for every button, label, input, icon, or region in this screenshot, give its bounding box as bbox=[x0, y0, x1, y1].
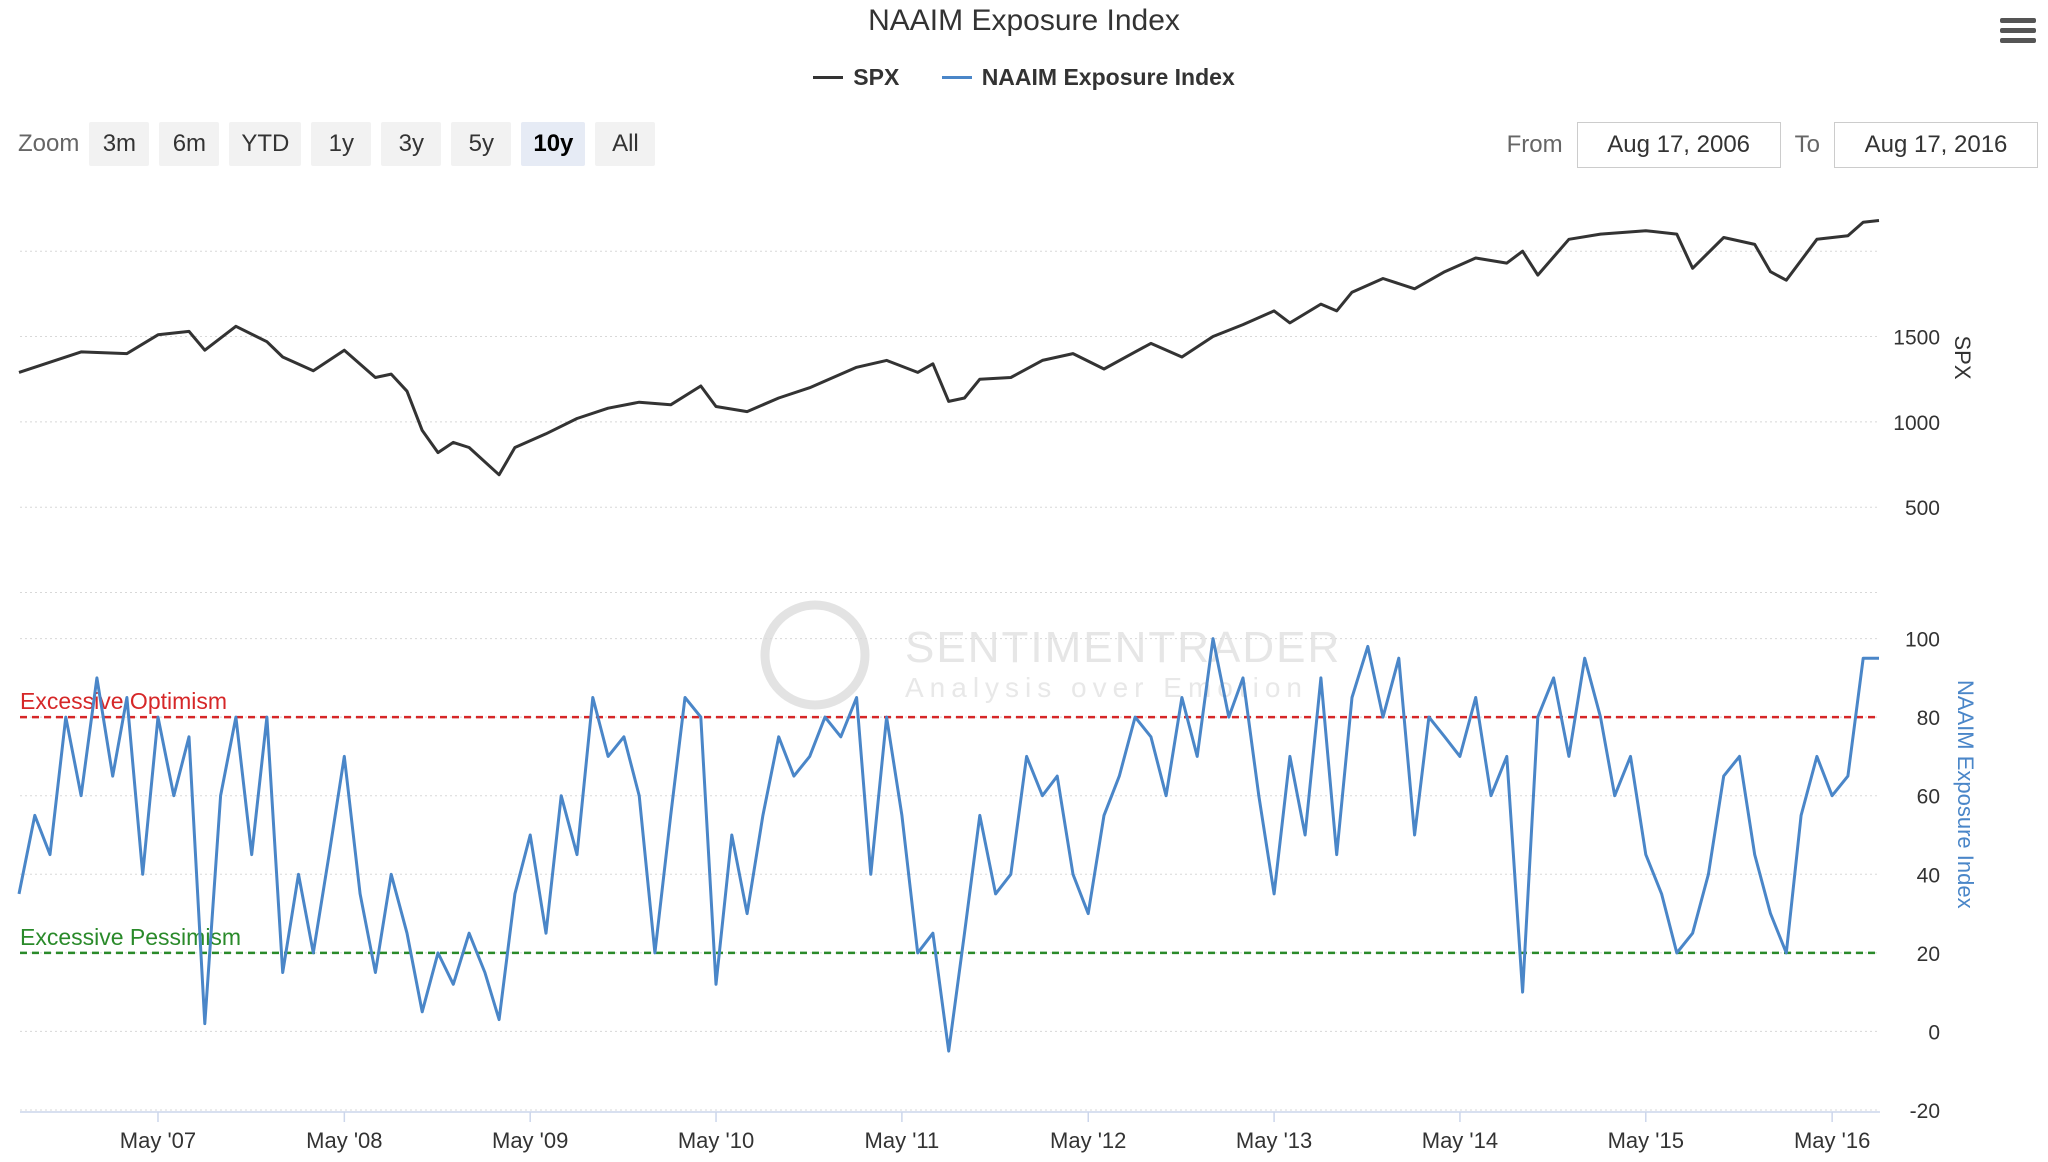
x-tick-label: May '09 bbox=[492, 1128, 568, 1153]
chart-title: NAAIM Exposure Index bbox=[868, 4, 1180, 37]
x-tick-label: May '15 bbox=[1608, 1128, 1684, 1153]
zoom-button-3y[interactable]: 3y bbox=[381, 122, 442, 166]
naaim-tick-label: 100 bbox=[1905, 629, 1940, 652]
x-tick-label: May '10 bbox=[678, 1128, 754, 1153]
zoom-label: Zoom bbox=[18, 130, 80, 157]
legend-swatch-spx bbox=[813, 76, 844, 79]
spx-axis-title: SPX bbox=[1950, 335, 1975, 379]
watermark-name: SENTIMENTRADER bbox=[905, 623, 1341, 672]
x-tick-label: May '14 bbox=[1422, 1128, 1498, 1153]
naaim-tick-label: 0 bbox=[1928, 1021, 1940, 1044]
zoom-button-3m[interactable]: 3m bbox=[89, 122, 150, 166]
legend-item-naaim[interactable]: NAAIM Exposure Index bbox=[941, 64, 1235, 91]
legend-swatch-naaim bbox=[941, 76, 972, 79]
zoom-button-ytd[interactable]: YTD bbox=[229, 122, 302, 166]
watermark-tagline: Analysis over Emotion bbox=[905, 672, 1308, 703]
pessimism-reference-label: Excessive Pessimism bbox=[20, 924, 241, 950]
date-range: From Aug 17, 2006 To Aug 17, 2016 bbox=[1493, 122, 2038, 168]
naaim-tick-label: 20 bbox=[1917, 943, 1940, 966]
legend: SPX NAAIM Exposure Index bbox=[0, 58, 2048, 91]
x-tick-label: May '11 bbox=[865, 1128, 940, 1153]
x-tick-label: May '13 bbox=[1236, 1128, 1312, 1153]
legend-item-spx[interactable]: SPX bbox=[813, 64, 899, 91]
spx-tick-label: 1500 bbox=[1893, 327, 1940, 350]
naaim-axis-title: NAAIM Exposure Index bbox=[1953, 680, 1978, 909]
x-tick-label: May '07 bbox=[120, 1128, 196, 1153]
naaim-tick-label: 40 bbox=[1917, 864, 1940, 887]
x-tick-label: May '08 bbox=[306, 1128, 382, 1153]
naaim-tick-label: 80 bbox=[1917, 707, 1940, 730]
zoom-button-1y[interactable]: 1y bbox=[311, 122, 372, 166]
naaim-series-line bbox=[17, 637, 1879, 1053]
zoom-button-all[interactable]: All bbox=[595, 122, 656, 166]
naaim-tick-label: 60 bbox=[1917, 786, 1940, 809]
x-tick-label: May '12 bbox=[1050, 1128, 1126, 1153]
zoom-selector: Zoom 3m 6m YTD 1y 3y 5y 10y All bbox=[18, 122, 665, 166]
legend-label-spx: SPX bbox=[853, 64, 900, 90]
zoom-button-10y[interactable]: 10y bbox=[521, 122, 586, 166]
to-date-input[interactable]: Aug 17, 2016 bbox=[1834, 122, 2038, 168]
legend-label-naaim: NAAIM Exposure Index bbox=[981, 64, 1235, 90]
from-label: From bbox=[1506, 131, 1563, 158]
naaim-tick-label: -20 bbox=[1910, 1100, 1940, 1123]
zoom-button-6m[interactable]: 6m bbox=[159, 122, 220, 166]
zoom-button-5y[interactable]: 5y bbox=[451, 122, 512, 166]
spx-tick-label: 1000 bbox=[1893, 412, 1940, 435]
spx-tick-label: 500 bbox=[1905, 497, 1940, 520]
from-date-input[interactable]: Aug 17, 2006 bbox=[1576, 122, 1781, 168]
x-tick-label: May '16 bbox=[1794, 1128, 1870, 1153]
to-label: To bbox=[1794, 131, 1820, 158]
spx-series-line bbox=[18, 219, 1880, 477]
watermark-logo-icon bbox=[760, 600, 870, 710]
hamburger-menu-icon[interactable] bbox=[2000, 18, 2036, 46]
